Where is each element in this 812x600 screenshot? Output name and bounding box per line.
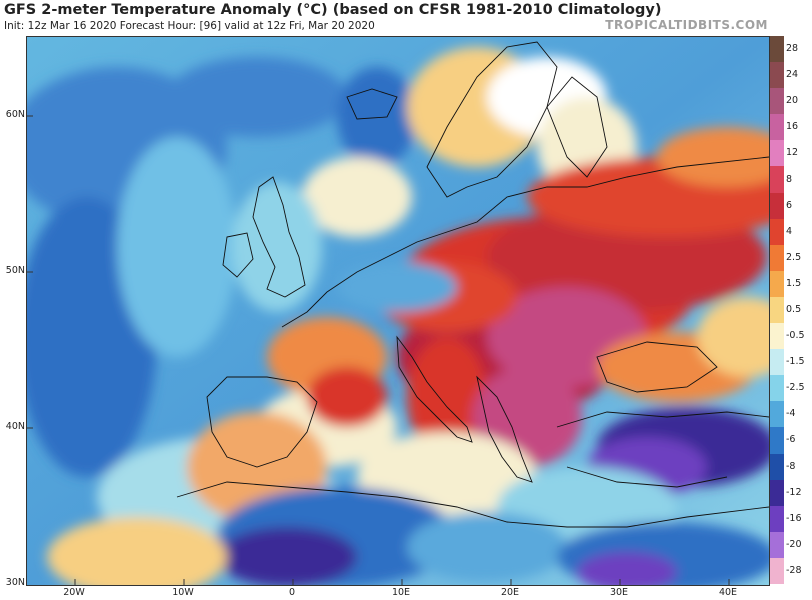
colorbar-segment <box>770 531 784 559</box>
colorbar-segment <box>770 375 784 402</box>
lon-label-0: 0 <box>288 587 296 598</box>
colorbar-segment <box>770 166 784 194</box>
lat-label-30n: 30N <box>5 577 25 588</box>
colorbar-label: -4 <box>786 408 796 420</box>
site-brand: TROPICALTIDBITS.COM <box>605 18 768 32</box>
lon-label-10w: 10W <box>172 587 194 598</box>
lat-label-50n: 50N <box>5 265 25 276</box>
temperature-anomaly-map <box>26 36 770 586</box>
lon-label-20e: 20E <box>500 587 520 598</box>
colorbar-segment <box>770 36 784 63</box>
colorbar-label: -16 <box>786 512 802 524</box>
anomaly-field <box>27 47 769 585</box>
coastlines <box>176 41 769 528</box>
colorbar-label: 6 <box>786 199 793 211</box>
colorbar-segment <box>770 218 784 246</box>
colorbar-label: -28 <box>786 564 802 576</box>
colorbar-segment <box>770 114 784 141</box>
colorbar-label: 12 <box>786 147 799 159</box>
colorbar-segment <box>770 427 784 455</box>
colorbar-segment <box>770 140 784 167</box>
colorbar-label: -0.5 <box>786 330 805 342</box>
colorbar-label: -1.5 <box>786 356 805 368</box>
colorbar-label: 28 <box>786 43 799 55</box>
colorbar-segment <box>770 192 784 220</box>
colorbar-segment <box>770 62 784 89</box>
lon-label-30e: 30E <box>609 587 629 598</box>
colorbar-segment <box>770 323 784 350</box>
colorbar-segment <box>770 270 784 298</box>
colorbar-segment <box>770 453 784 481</box>
colorbar-label: -6 <box>786 434 796 446</box>
colorbar-label: -20 <box>786 538 802 550</box>
lat-label-40n: 40N <box>5 421 25 432</box>
colorbar-label: 0.5 <box>786 304 802 315</box>
colorbar-label: 2.5 <box>786 251 802 263</box>
colorbar-segment <box>770 505 784 533</box>
colorbar-label: 24 <box>786 69 799 81</box>
colorbar-segment <box>770 349 784 376</box>
colorbar-label: 4 <box>786 225 793 237</box>
map-title: GFS 2-meter Temperature Anomaly (°C) (ba… <box>4 2 662 18</box>
lon-label-10e: 10E <box>391 587 411 598</box>
colorbar-label: -12 <box>786 486 802 498</box>
colorbar-label: 16 <box>786 121 799 133</box>
colorbar-segment <box>770 479 784 507</box>
lat-label-60n: 60N <box>5 109 25 120</box>
colorbar-label: 8 <box>786 173 793 185</box>
colorbar <box>770 36 784 585</box>
colorbar-label: 20 <box>786 95 799 107</box>
colorbar-label: -8 <box>786 460 796 472</box>
map-subtitle: Init: 12z Mar 16 2020 Forecast Hour: [96… <box>4 20 375 32</box>
lon-label-40e: 40E <box>718 587 738 598</box>
colorbar-segment <box>770 88 784 115</box>
colorbar-segment <box>770 401 784 428</box>
colorbar-label: -2.5 <box>786 382 805 394</box>
colorbar-segment <box>770 557 784 585</box>
colorbar-segment <box>770 244 784 272</box>
colorbar-segment <box>770 296 784 324</box>
lon-label-20w: 20W <box>63 587 85 598</box>
graticule-ticks <box>27 115 730 585</box>
map-svg <box>27 37 769 585</box>
colorbar-label: 1.5 <box>786 277 802 289</box>
